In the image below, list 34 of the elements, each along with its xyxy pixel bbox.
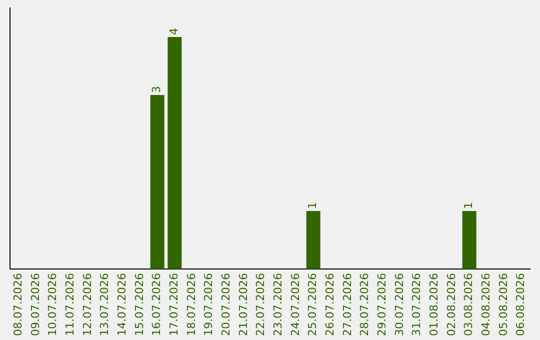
- x-tick-label: 19.07.2026: [202, 273, 216, 336]
- x-tick-label: 20.07.2026: [220, 273, 233, 336]
- x-tick-label: 22.07.2026: [254, 273, 268, 336]
- x-tick-label: 21.07.2026: [236, 273, 250, 336]
- x-tick-label: 11.07.2026: [64, 273, 77, 336]
- x-tick-label: 13.07.2026: [98, 273, 112, 336]
- x-tick-label: 08.07.2026: [12, 273, 25, 336]
- x-tick-label: 23.07.2026: [272, 273, 285, 336]
- x-tick-label: 26.07.2026: [324, 273, 337, 336]
- x-tick-label: 05.08.2026: [496, 273, 510, 336]
- x-tick-label: 18.07.2026: [184, 273, 198, 336]
- x-tick-label: 27.07.2026: [340, 273, 354, 336]
- data-label: 3: [150, 86, 164, 94]
- x-tick-label: 15.07.2026: [132, 273, 146, 336]
- data-label: 1: [462, 202, 476, 210]
- x-tick-label: 29.07.2026: [376, 273, 389, 336]
- x-tick-label: 03.08.2026: [462, 273, 476, 336]
- x-tick-label: 30.07.2026: [392, 273, 406, 336]
- x-tick-label: 31.07.2026: [410, 273, 424, 336]
- x-tick-label: 24.07.2026: [288, 273, 302, 336]
- x-tick-label: 17.07.2026: [168, 273, 181, 336]
- x-tick-label: 02.08.2026: [444, 273, 458, 336]
- data-label: 1: [306, 202, 320, 210]
- x-tick-label: 12.07.2026: [80, 273, 94, 336]
- data-label: 4: [168, 28, 181, 35]
- x-tick-label: 28.07.2026: [358, 273, 372, 336]
- x-tick-label: 06.08.2026: [514, 273, 528, 336]
- x-tick-label: 10.07.2026: [46, 273, 60, 336]
- x-tick-label: 16.07.2026: [150, 273, 164, 336]
- x-tick-label: 09.07.2026: [28, 273, 42, 336]
- x-tick-label: 14.07.2026: [116, 273, 129, 336]
- x-tick-label: 01.08.2026: [428, 273, 441, 336]
- x-tick-label: 25.07.2026: [306, 273, 320, 336]
- x-tick-label: 04.08.2026: [480, 273, 493, 336]
